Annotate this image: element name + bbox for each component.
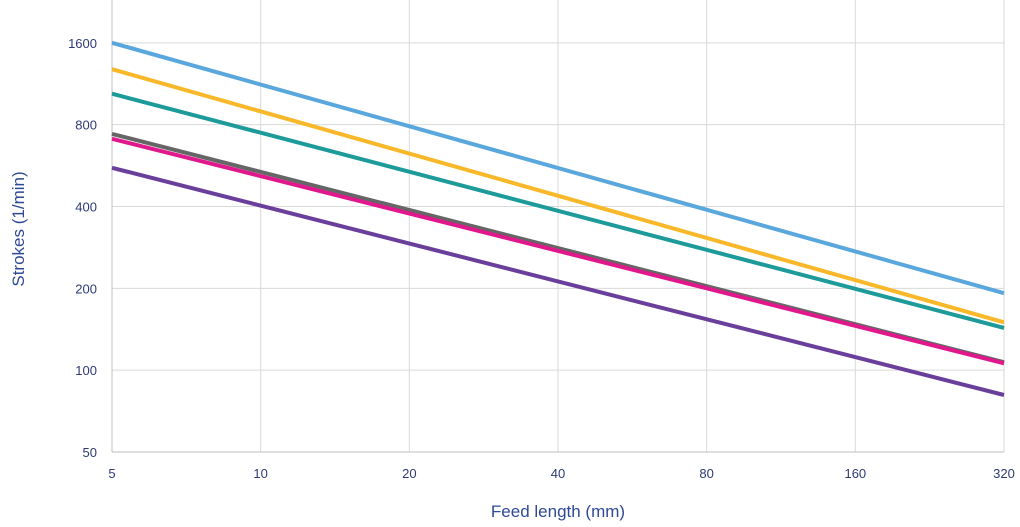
y-tick-label: 1600 [68,36,97,51]
x-tick-label: 320 [993,466,1015,481]
y-tick-label: 50 [83,445,97,460]
x-tick-label: 40 [551,466,565,481]
x-tick-label: 160 [844,466,866,481]
y-axis-title: Strokes (1/min) [9,171,28,286]
x-tick-label: 5 [108,466,115,481]
y-tick-label: 100 [75,363,97,378]
x-tick-label: 10 [253,466,267,481]
series-line-3 [111,91,1005,330]
series-lines [111,40,1005,397]
x-tick-label: 20 [402,466,416,481]
grid [112,0,1005,452]
x-tick-label: 80 [699,466,713,481]
series-line-2 [111,67,1005,325]
y-tick-label: 800 [75,118,97,133]
series-line-1 [111,40,1005,296]
y-tick-label: 400 [75,200,97,215]
tick-labels: 5 10 20 40 80 160 320 50 100 200 400 800 1600 [68,36,1015,481]
y-tick-label: 200 [75,281,97,296]
series-line-5 [111,136,1005,366]
axes [111,0,1004,453]
x-axis-title: Feed length (mm) [491,502,625,521]
series-line-6 [111,165,1005,397]
